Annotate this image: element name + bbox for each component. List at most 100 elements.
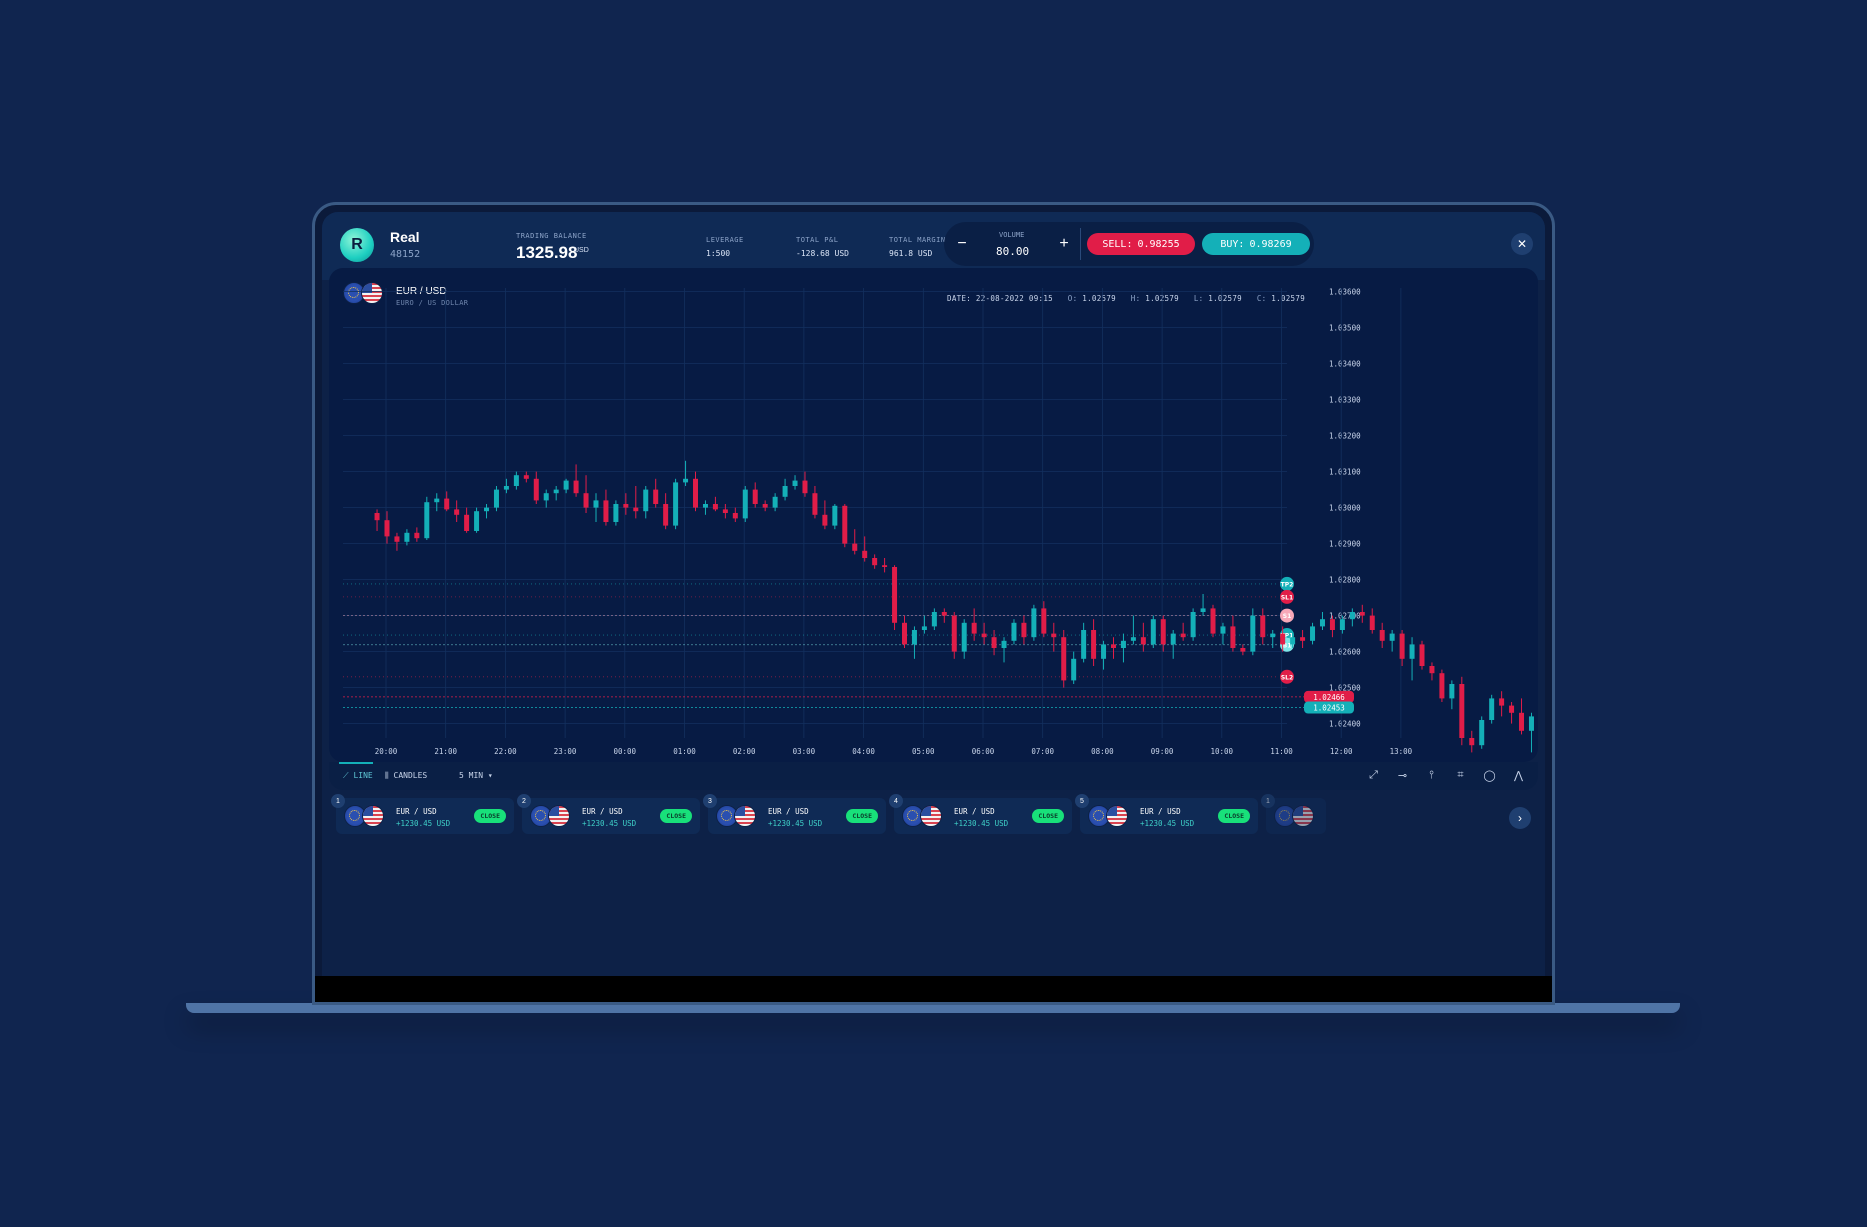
- position-card[interactable]: 4 EUR / USD +1230.45 USD CLOSE: [889, 794, 1072, 834]
- horizontal-line-icon[interactable]: ⊸: [1397, 770, 1408, 782]
- total-margin-value: 961.8 USD: [889, 249, 933, 258]
- position-card[interactable]: 2 EUR / USD +1230.45 USD CLOSE: [517, 794, 700, 834]
- candle-body: [712, 504, 718, 510]
- account-name[interactable]: Real: [390, 229, 420, 245]
- candle-body: [832, 505, 838, 526]
- position-pnl: +1230.45 USD: [1140, 819, 1195, 828]
- y-tick-label: 1.03600: [1329, 288, 1361, 297]
- y-tick-label: 1.03400: [1329, 360, 1361, 369]
- position-number: 1: [331, 794, 345, 808]
- y-tick-label: 1.03100: [1329, 468, 1361, 477]
- candle-body: [1449, 684, 1455, 699]
- level-marker: [1280, 669, 1294, 684]
- candle-body: [543, 493, 549, 501]
- candle-body: [474, 511, 480, 531]
- line-chart-icon: ⟋: [343, 771, 349, 780]
- x-tick-label: 09:00: [1151, 747, 1174, 756]
- path-icon[interactable]: ⋀: [1513, 770, 1524, 782]
- candle-body: [1439, 673, 1445, 699]
- candle-body: [583, 493, 589, 508]
- candle-body: [464, 514, 470, 531]
- position-card[interactable]: 1 EUR / USD +1230.45 USD CLOSE: [331, 794, 514, 834]
- candle-body: [981, 633, 987, 638]
- us-flag-icon: [361, 282, 383, 304]
- candle-body: [872, 558, 878, 566]
- vertical-line-icon[interactable]: ⫯: [1429, 769, 1434, 781]
- chevron-right-icon[interactable]: ›: [1509, 807, 1531, 829]
- candle-body: [424, 502, 430, 539]
- close-position-button[interactable]: CLOSE: [1218, 809, 1250, 823]
- x-tick-label: 20:00: [375, 747, 398, 756]
- candle-body: [444, 498, 450, 510]
- position-number: 3: [703, 794, 717, 808]
- eu-flag-icon: [716, 805, 738, 827]
- line-chart-button[interactable]: ⟋ LINE: [343, 771, 373, 781]
- y-tick-label: 1.02500: [1329, 684, 1361, 693]
- circle-icon[interactable]: ◯: [1483, 770, 1496, 782]
- us-flag-icon: [1292, 805, 1314, 827]
- candle-body: [1379, 630, 1385, 641]
- x-tick-label: 00:00: [614, 747, 637, 756]
- y-tick-label: 1.02900: [1329, 540, 1361, 549]
- position-number: 1: [1261, 794, 1275, 808]
- candle-body: [941, 612, 947, 616]
- candles-label: CANDLES: [393, 771, 428, 780]
- candle-body: [742, 489, 748, 519]
- close-position-button[interactable]: CLOSE: [660, 809, 692, 823]
- candle-body: [394, 536, 400, 542]
- volume-increase-button[interactable]: +: [1059, 235, 1069, 252]
- candle-body: [951, 615, 957, 652]
- us-flag-icon: [362, 805, 384, 827]
- price-chart[interactable]: 1.03600 1.03500 1.03400 1.03300 1.03200 1.031…: [329, 268, 1538, 762]
- position-card[interactable]: 5 EUR / USD +1230.45 USD CLOSE: [1075, 794, 1258, 834]
- close-position-button[interactable]: CLOSE: [474, 809, 506, 823]
- candle-body: [1260, 615, 1266, 638]
- y-tick-label: 1.03000: [1329, 504, 1361, 513]
- candle-body: [1071, 658, 1077, 681]
- candle-body: [852, 543, 858, 551]
- candle-body: [802, 480, 808, 494]
- position-card[interactable]: 3 EUR / USD +1230.45 USD CLOSE: [703, 794, 886, 834]
- candle-body: [722, 509, 728, 513]
- high-label: H:: [1130, 294, 1141, 303]
- position-card[interactable]: 1: [1261, 794, 1326, 834]
- chart-panel: EUR / USD EURO / US DOLLAR DATE: 22-08-2…: [329, 268, 1538, 762]
- candle-body: [374, 513, 380, 521]
- sell-label: SELL:: [1102, 238, 1133, 250]
- candle-body: [1120, 640, 1126, 648]
- candle-body: [1519, 712, 1525, 731]
- close-icon[interactable]: ✕: [1511, 233, 1533, 255]
- candle-body: [643, 489, 649, 512]
- candle-body: [1528, 716, 1534, 731]
- candle-body: [782, 486, 788, 497]
- candle-body: [623, 504, 629, 508]
- close-position-button[interactable]: CLOSE: [846, 809, 878, 823]
- candle-body: [513, 475, 519, 486]
- candle-body: [1479, 720, 1485, 746]
- position-pair: EUR / USD: [954, 807, 995, 816]
- candle-body: [1459, 684, 1465, 738]
- buy-button[interactable]: BUY: 0.98269: [1202, 233, 1310, 255]
- candle-body: [1041, 608, 1047, 634]
- volume-input[interactable]: 80.00: [996, 245, 1030, 258]
- candle-body: [1110, 644, 1116, 648]
- sell-button[interactable]: SELL: 0.98255: [1087, 233, 1195, 255]
- candles-chart-button[interactable]: ⫼ CANDLES: [385, 771, 427, 781]
- trendline-icon[interactable]: ⤢: [1369, 769, 1378, 781]
- candle-body: [1489, 698, 1495, 720]
- volume-control: − VOLUME 80.00 + SELL: 0.98255 BUY: 0.98…: [944, 222, 1314, 266]
- candle-body: [1349, 612, 1355, 620]
- candle-body: [882, 565, 888, 567]
- interval-dropdown[interactable]: 5 MIN ▾: [459, 771, 493, 780]
- candle-body: [1101, 644, 1107, 659]
- volume-decrease-button[interactable]: −: [957, 235, 967, 252]
- candle-body: [862, 550, 868, 558]
- candle-body: [1001, 640, 1007, 648]
- current-price-tag: [1304, 701, 1354, 714]
- candle-body: [1429, 666, 1435, 674]
- level-marker: [1280, 576, 1294, 591]
- candle-body: [971, 622, 977, 634]
- close-position-button[interactable]: CLOSE: [1032, 809, 1064, 823]
- rectangle-icon[interactable]: ⌗: [1457, 769, 1464, 781]
- candle-body: [702, 504, 708, 508]
